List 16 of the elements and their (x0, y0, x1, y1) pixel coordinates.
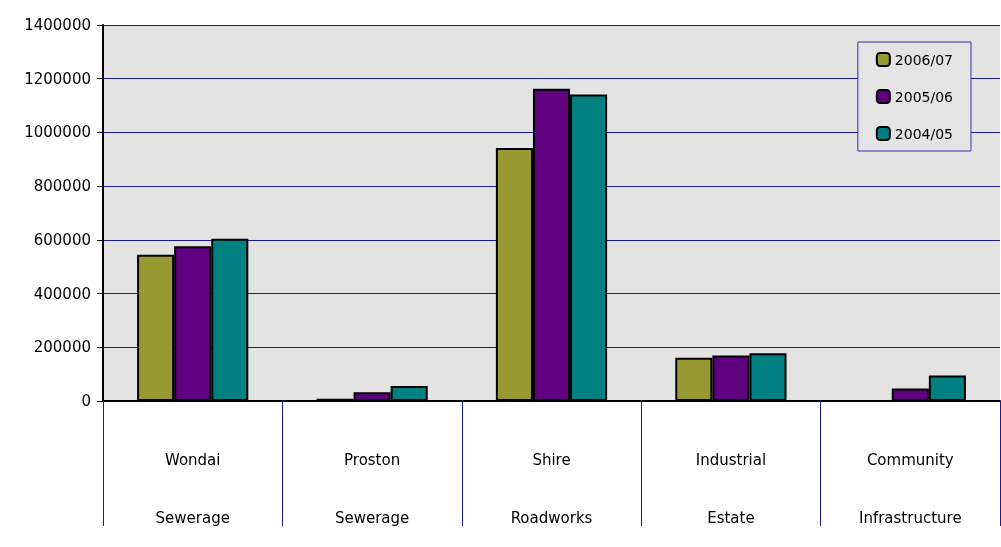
y-tick-label: 1200000 (24, 69, 91, 88)
category-label: Wondai Sewerage (155, 451, 230, 527)
category-label: Proston Sewerage (334, 451, 410, 527)
legend-label: 2006/07 (894, 51, 954, 68)
y-tick-label: 200000 (33, 338, 91, 357)
category-label: Shire Roadworks (510, 451, 593, 527)
y-tick-label: 800000 (33, 177, 91, 196)
legend-label: 2004/05 (894, 125, 954, 142)
y-tick-label: 400000 (33, 284, 91, 303)
category-label: Community Infrastructure (858, 451, 962, 527)
y-tick-label: 600000 (33, 230, 91, 249)
y-tick-label: 1000000 (24, 123, 91, 142)
category-label: Industrial Estate (695, 451, 767, 527)
y-tick-label: 1400000 (24, 16, 91, 34)
legend-label: 2005/06 (894, 88, 954, 105)
y-tick-label: 0 (81, 392, 91, 410)
